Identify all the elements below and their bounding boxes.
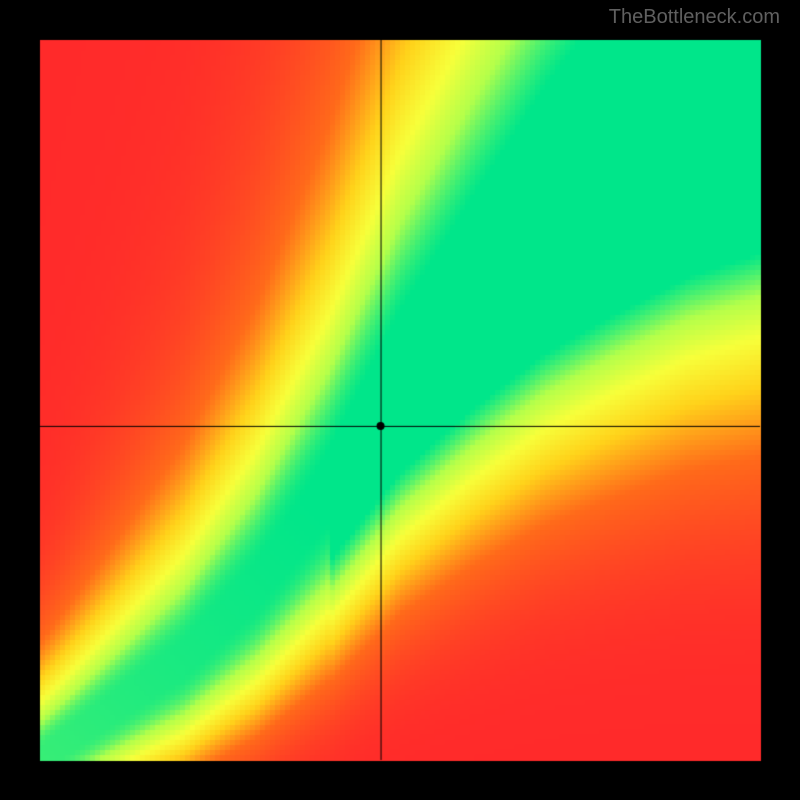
chart-container: TheBottleneck.com [0, 0, 800, 800]
plot-canvas-wrap [0, 0, 800, 805]
heatmap-canvas [0, 0, 800, 800]
watermark-text: TheBottleneck.com [609, 6, 780, 29]
